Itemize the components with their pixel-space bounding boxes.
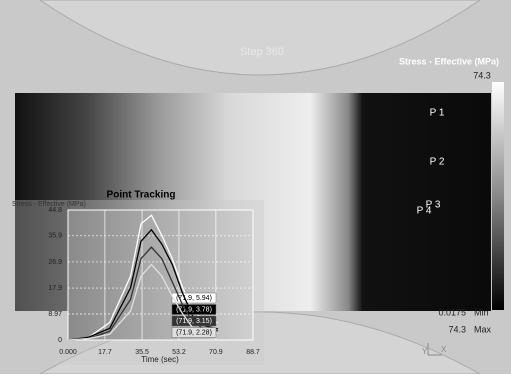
triad-label: X [441, 345, 447, 354]
max-value: 74.3 [448, 324, 466, 334]
x-tick-label: 70.9 [209, 349, 223, 356]
y-tick-label: 17.9 [48, 285, 62, 292]
legend-label: (71.9, 3.15) [176, 318, 212, 325]
x-axis-label: Time (sec) [141, 355, 179, 364]
min-value: 0.0175 [438, 307, 466, 317]
max-label: Max [474, 324, 492, 334]
point-label: P 4 [417, 206, 432, 217]
chart-title: Point Tracking [107, 190, 176, 201]
legend-label: (71.9, 2.28) [176, 329, 212, 336]
point-label: P 2 [430, 157, 445, 168]
y-tick-label: 0 [58, 337, 62, 344]
colorbar [492, 82, 504, 310]
min-label: Min [474, 307, 489, 317]
colorbar-title: Stress - Effective (MPa) [399, 56, 499, 66]
step-label: Step 360 [240, 46, 284, 58]
y-tick-label: 35.9 [48, 233, 62, 240]
y-tick-label: 8.97 [48, 311, 62, 318]
x-tick-label: 17.7 [98, 349, 112, 356]
triad-label: Y [422, 347, 428, 356]
x-tick-label: 35.5 [135, 349, 149, 356]
colorbar-top: 74.3 [473, 70, 491, 80]
legend-label: (71.9, 5.94) [176, 295, 212, 302]
x-tick-label: 53.2 [172, 349, 186, 356]
x-tick-label: 88.7 [246, 349, 260, 356]
x-tick-label: 0.000 [59, 349, 77, 356]
y-tick-label: 44.8 [48, 207, 62, 214]
y-tick-label: 26.9 [48, 259, 62, 266]
simulation-view: Step 360 Stress - Effective (MPa) 74.3 0… [0, 0, 511, 374]
point-label: P 1 [430, 108, 445, 119]
